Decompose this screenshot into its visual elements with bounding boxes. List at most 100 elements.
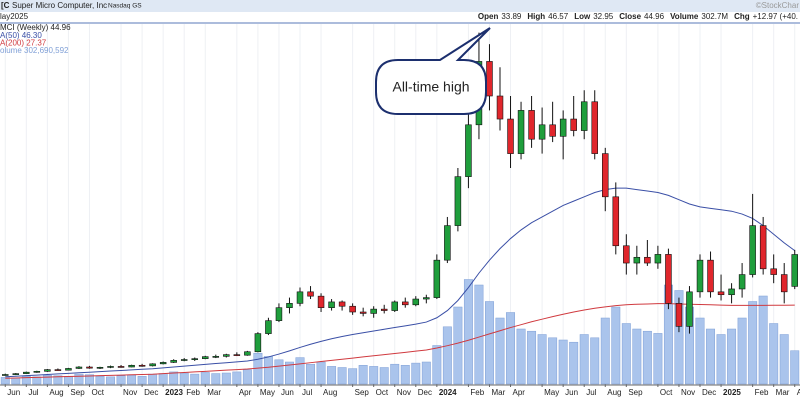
volume-bar <box>179 372 189 385</box>
volume-bar <box>748 301 758 385</box>
x-tick-label: Nov <box>123 388 137 397</box>
candle-body <box>223 354 230 357</box>
volume-bar <box>32 376 42 385</box>
company-name: Super Micro Computer, Inc <box>12 1 107 10</box>
candle-body <box>54 369 62 371</box>
volume-bar <box>411 362 421 385</box>
x-tick-label: Feb <box>470 388 484 397</box>
volume-bar <box>442 326 452 385</box>
x-tick-label: Apr <box>513 388 526 397</box>
candle-body <box>96 366 104 369</box>
x-tick-label: Jul <box>28 388 38 397</box>
volume-bar <box>369 366 379 385</box>
candle-body <box>665 254 672 304</box>
volume-bar <box>53 375 63 385</box>
x-tick-label: Mar <box>491 388 505 397</box>
volume-bar <box>558 339 568 385</box>
x-tick-label: Oct <box>376 388 389 397</box>
quote-label: Chg <box>734 12 750 21</box>
moving-average-line <box>5 187 796 378</box>
candle-body <box>644 256 651 264</box>
volume-bar <box>463 279 473 385</box>
quote-label: High <box>527 12 545 21</box>
volume-bar <box>306 363 315 385</box>
candle-body <box>286 303 293 308</box>
volume-bar <box>263 356 273 385</box>
candle-body <box>233 354 241 356</box>
volume-bar <box>421 361 431 385</box>
volume-bar <box>527 330 537 385</box>
quote-label: Volume <box>670 12 699 21</box>
volume-bar <box>63 376 73 385</box>
candle-body <box>380 308 388 311</box>
legend-price: MCI (Weekly) 44.96 <box>0 23 71 32</box>
quote-line: Open 33.89 High 46.57 Low 32.95 Close 44.96 Volu… <box>478 12 798 21</box>
candle-body <box>538 124 546 140</box>
x-tick-label: Sep <box>355 388 370 397</box>
candle-body <box>633 256 641 264</box>
date: lay2025 <box>0 12 29 21</box>
volume-bar <box>790 350 800 385</box>
volume-bar <box>137 376 147 385</box>
volume-bar <box>200 372 210 385</box>
candle-body <box>696 259 704 293</box>
candle-body <box>707 259 714 293</box>
volume-bar <box>758 295 768 385</box>
volume-bar <box>316 361 326 385</box>
candle-body <box>128 364 135 368</box>
callout-text: All-time high <box>392 79 469 95</box>
volume-bar <box>569 341 579 385</box>
volume-bar <box>358 365 368 385</box>
candle-body <box>675 303 683 327</box>
candle-body <box>65 368 72 371</box>
x-tick-label: May <box>260 388 275 397</box>
volume-bar <box>42 374 52 385</box>
candle-body <box>496 95 504 120</box>
candle-body <box>12 373 20 375</box>
candle-body <box>170 360 177 363</box>
legend-entry: A(200) 27.37 <box>0 39 47 48</box>
volume-bar <box>506 312 515 385</box>
quote-label: Low <box>574 12 591 21</box>
volume-bar <box>337 367 347 385</box>
candle-body <box>759 225 767 270</box>
x-tick-label: Mar <box>776 388 790 397</box>
candle-body <box>370 308 377 314</box>
volume-bar <box>348 368 358 385</box>
volume-bar <box>632 328 642 385</box>
volume-bar <box>737 317 747 385</box>
x-tick-label: Jul <box>302 388 312 397</box>
x-tick-label: May <box>544 388 559 397</box>
volume-bar <box>432 345 442 385</box>
volume-bar <box>85 374 94 385</box>
x-tick-label: Jun <box>281 388 294 397</box>
candle-body <box>623 245 630 264</box>
moving-average-line <box>5 303 795 379</box>
volume-bar <box>706 328 715 385</box>
volume-bar <box>453 306 463 385</box>
volume-bar <box>579 334 589 385</box>
candle-body <box>486 61 493 97</box>
candle-body <box>444 225 451 261</box>
candle-body <box>686 291 693 327</box>
volume-bar <box>674 290 684 385</box>
volume-bar <box>295 357 305 385</box>
quote-value: 33.89 <box>501 12 522 21</box>
candle-body <box>391 301 398 311</box>
quote-value: 302.7M <box>701 12 728 21</box>
volume-bar <box>127 374 137 385</box>
x-tick-label: Sep <box>70 388 85 397</box>
x-tick-label: Dec <box>702 388 716 397</box>
legend-entry: olume 302,690,592 <box>0 46 69 55</box>
candle-body <box>23 371 30 374</box>
volume-bar <box>779 334 789 385</box>
x-tick-label: 2023 <box>165 388 183 397</box>
volume-bar <box>474 284 484 385</box>
candle-body <box>602 153 609 198</box>
x-tick-label: Feb <box>755 388 769 397</box>
x-tick-label: Aug <box>607 388 621 397</box>
candle-body <box>465 124 472 177</box>
x-tick-label: Nov <box>681 388 695 397</box>
candle-body <box>265 320 272 334</box>
volume-bar <box>495 317 505 385</box>
